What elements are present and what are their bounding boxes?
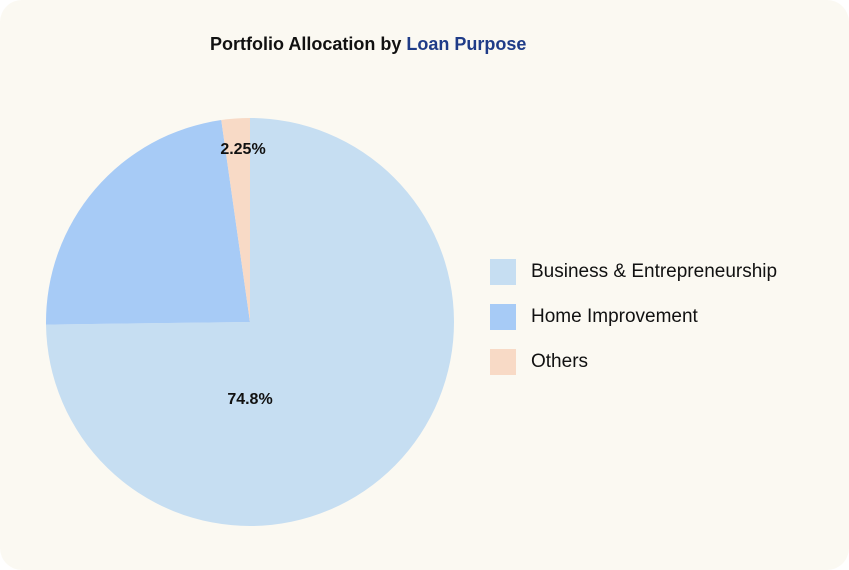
legend-swatch bbox=[490, 259, 516, 285]
legend-swatch bbox=[490, 349, 516, 375]
pie-slice bbox=[46, 118, 455, 527]
pie-slice bbox=[221, 118, 250, 322]
slice-label: 2.25% bbox=[220, 141, 265, 158]
slice-label: 74.8% bbox=[227, 391, 272, 408]
pie-slice bbox=[46, 120, 250, 325]
legend-label: Home Improvement bbox=[531, 306, 699, 327]
chart-title-highlight: Loan Purpose bbox=[406, 34, 526, 54]
legend-label: Others bbox=[531, 351, 588, 372]
legend-label: Business & Entrepreneurship bbox=[531, 261, 777, 282]
chart-title-main: Portfolio Allocation by bbox=[210, 34, 401, 54]
chart-title: Portfolio Allocation by Loan Purpose bbox=[210, 34, 526, 54]
legend-swatch bbox=[490, 304, 516, 330]
